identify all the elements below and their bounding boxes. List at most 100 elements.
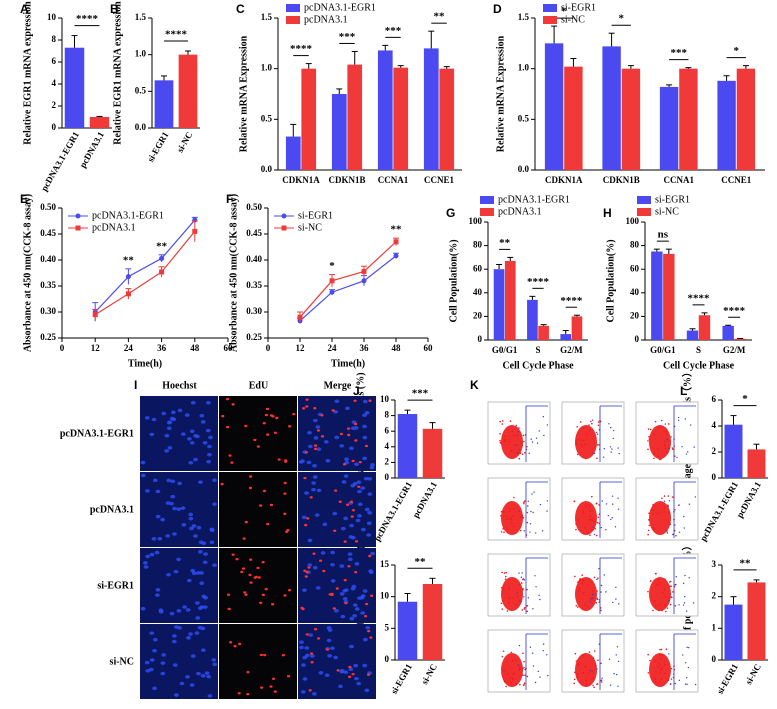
x-tick-label: CCNE1 <box>424 175 455 185</box>
event <box>584 457 587 460</box>
event <box>588 518 591 521</box>
y-tick-label: 40 <box>473 287 483 297</box>
event <box>591 452 594 455</box>
event <box>516 592 518 594</box>
y-tick-label: 0.5 <box>518 113 530 123</box>
event <box>523 608 526 610</box>
cell-cluster <box>575 501 597 535</box>
event <box>518 599 521 602</box>
event <box>685 610 688 612</box>
y-tick-label: 0.40 <box>40 254 56 264</box>
nucleus <box>155 514 161 519</box>
panel-label: L <box>680 384 687 398</box>
edu-cell <box>366 673 371 676</box>
nucleus <box>186 578 192 583</box>
event <box>609 446 612 448</box>
nucleus <box>166 426 172 431</box>
event <box>523 660 525 663</box>
bar <box>331 94 347 170</box>
legend-swatch <box>480 196 494 204</box>
edu-cell <box>249 581 253 584</box>
x-tick-label: G0/G1 <box>650 345 676 355</box>
event <box>660 458 662 461</box>
event <box>663 672 666 675</box>
event <box>675 534 677 537</box>
event <box>600 526 603 529</box>
significance: **** <box>165 29 188 41</box>
edu-cell <box>304 523 308 527</box>
x-axis-label: Time(h) <box>128 358 162 369</box>
event <box>648 438 651 440</box>
event <box>591 598 593 600</box>
edu-cell <box>281 653 285 657</box>
event <box>610 426 612 429</box>
edu-cell <box>303 476 307 480</box>
x-tick-label: si-NC <box>743 662 763 686</box>
event <box>515 424 517 427</box>
event <box>596 597 599 599</box>
event <box>682 604 685 606</box>
event <box>500 514 502 517</box>
event <box>600 609 602 612</box>
event <box>664 447 667 450</box>
nucleus <box>161 411 167 416</box>
edu-cell <box>364 615 368 618</box>
event <box>611 517 613 519</box>
event <box>582 509 584 512</box>
nucleus <box>304 646 310 650</box>
edu-cell <box>320 435 325 438</box>
event <box>593 576 596 579</box>
x-tick-label: 12 <box>91 343 101 353</box>
edu-cell <box>365 602 369 606</box>
nucleus <box>194 631 200 635</box>
event <box>513 507 515 510</box>
edu-cell <box>332 607 336 610</box>
point <box>125 291 131 297</box>
edu-cell <box>304 575 308 578</box>
edu-cell <box>312 552 316 555</box>
event <box>529 531 531 533</box>
event <box>678 504 680 506</box>
event <box>517 448 520 451</box>
event <box>581 445 583 448</box>
point <box>393 253 399 259</box>
event <box>575 604 578 607</box>
nucleus <box>301 663 306 667</box>
point <box>297 314 303 320</box>
edu-cell <box>316 429 321 432</box>
y-tick-label: 0 <box>712 472 717 482</box>
event <box>521 609 524 611</box>
nucleus <box>188 632 193 636</box>
event <box>602 456 605 458</box>
edu-cell <box>300 606 304 610</box>
event <box>518 572 520 574</box>
event <box>526 610 529 613</box>
bar <box>564 66 583 170</box>
edu-cell <box>305 633 309 636</box>
event <box>516 595 519 598</box>
bar <box>504 260 516 340</box>
nucleus <box>177 481 183 486</box>
nucleus <box>365 625 371 630</box>
x-tick-label: pcDNA3.1-EGR1 <box>39 130 81 193</box>
event <box>500 531 503 533</box>
event <box>592 526 594 528</box>
event <box>591 528 593 531</box>
nucleus <box>149 552 155 557</box>
nucleus <box>347 552 353 556</box>
event <box>508 587 510 590</box>
edu-cell <box>307 566 311 569</box>
event <box>538 430 540 432</box>
event <box>584 653 587 655</box>
edu-cell <box>313 447 318 451</box>
event <box>593 452 596 455</box>
edu-cell <box>273 431 277 434</box>
x-tick-label: G2/M <box>560 345 583 355</box>
event <box>657 448 659 450</box>
significance: * <box>619 13 625 25</box>
event <box>591 422 593 425</box>
event <box>578 580 580 583</box>
event <box>507 673 509 675</box>
significance: ** <box>415 556 427 568</box>
